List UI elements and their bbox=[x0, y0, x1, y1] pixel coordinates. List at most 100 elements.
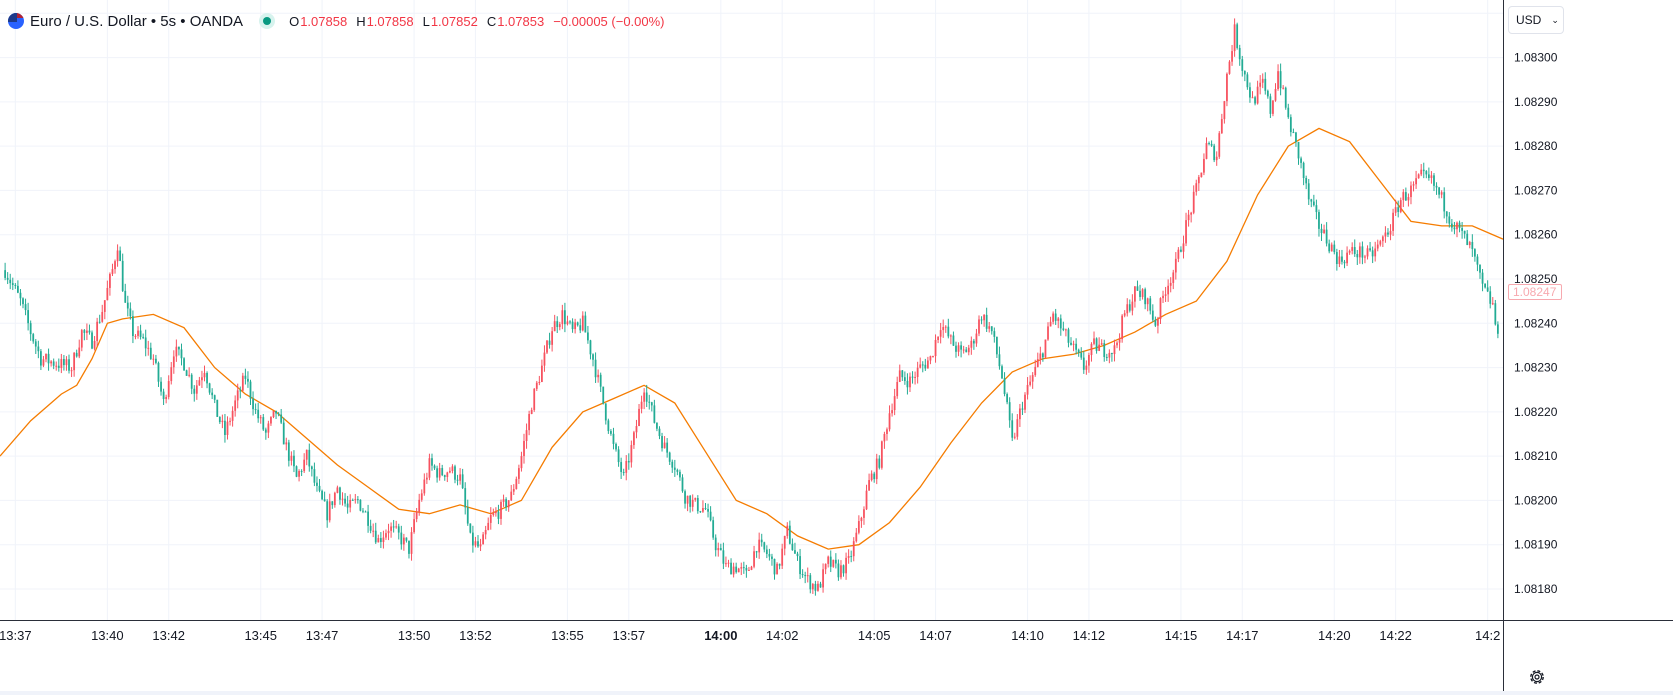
symbol-legend: Euro / U.S. Dollar • 5s • OANDA O 1.07858… bbox=[8, 10, 665, 32]
candle-body bbox=[1085, 365, 1088, 370]
candle-body bbox=[139, 330, 142, 337]
eur-usd-flag-icon[interactable] bbox=[8, 13, 24, 29]
candle-body bbox=[880, 441, 883, 468]
candle-body bbox=[883, 434, 886, 442]
symbol-title[interactable]: Euro / U.S. Dollar • 5s • OANDA bbox=[30, 12, 244, 30]
candle-body bbox=[523, 440, 525, 457]
y-tick-label: 1.08180 bbox=[1514, 582, 1558, 596]
candle-body bbox=[201, 377, 203, 381]
candle-body bbox=[109, 273, 111, 288]
candle-body bbox=[1407, 197, 1410, 201]
candle-body bbox=[323, 499, 326, 502]
candle-body bbox=[300, 470, 303, 472]
candle-body bbox=[249, 381, 252, 399]
candle-body bbox=[512, 489, 515, 492]
candle-body bbox=[1090, 343, 1093, 356]
candle-body bbox=[121, 260, 124, 291]
candle-body bbox=[576, 322, 579, 326]
candle-body bbox=[1427, 174, 1430, 179]
candle-body bbox=[193, 388, 196, 394]
candle-body bbox=[1113, 345, 1116, 355]
candle-body bbox=[1315, 205, 1318, 213]
candle-body bbox=[1433, 175, 1435, 186]
moving-average-line bbox=[0, 127, 1504, 550]
candle-body bbox=[1162, 295, 1164, 299]
candle-body bbox=[142, 336, 145, 338]
candle-body bbox=[556, 321, 559, 328]
candle-body bbox=[1289, 117, 1292, 133]
candle-body bbox=[1295, 132, 1297, 142]
candle-body bbox=[6, 277, 9, 280]
candle-body bbox=[494, 511, 497, 514]
candle-body bbox=[694, 498, 697, 500]
candle-body bbox=[1358, 246, 1361, 258]
candle-body bbox=[972, 340, 975, 344]
y-tick-label: 1.08270 bbox=[1514, 183, 1558, 197]
candle-body bbox=[886, 429, 888, 435]
candle-body bbox=[661, 436, 663, 449]
candle-body bbox=[1116, 342, 1118, 346]
candle-body bbox=[372, 530, 375, 532]
candle-body bbox=[1387, 232, 1389, 235]
candle-body bbox=[804, 575, 807, 577]
gear-icon[interactable] bbox=[1528, 668, 1546, 686]
candle-body bbox=[126, 302, 129, 309]
candle-body bbox=[566, 321, 569, 325]
candle-body bbox=[817, 583, 819, 591]
candle-body bbox=[753, 551, 755, 567]
candle-body bbox=[525, 430, 528, 441]
candle-body bbox=[622, 471, 625, 473]
candle-body bbox=[1312, 201, 1315, 206]
candle-body bbox=[955, 345, 957, 352]
candle-body bbox=[1254, 97, 1256, 104]
candle-body bbox=[1082, 357, 1085, 370]
candle-body bbox=[806, 575, 809, 577]
candle-body bbox=[1307, 183, 1310, 200]
candle-body bbox=[921, 364, 924, 366]
candle-body bbox=[1159, 298, 1162, 320]
candle-body bbox=[1118, 339, 1121, 343]
candle-body bbox=[392, 526, 395, 528]
candle-body bbox=[436, 468, 438, 478]
candle-body bbox=[1379, 241, 1382, 245]
candle-body bbox=[857, 521, 860, 533]
candle-body bbox=[1272, 100, 1274, 114]
currency-button[interactable]: USD ⌄ bbox=[1508, 6, 1564, 34]
candle-body bbox=[507, 500, 510, 508]
x-tick-label: 14:17 bbox=[1226, 628, 1259, 643]
candle-body bbox=[489, 514, 492, 523]
candle-body bbox=[387, 530, 390, 534]
candle-body bbox=[571, 321, 574, 330]
candle-body bbox=[1456, 222, 1458, 230]
candle-body bbox=[666, 442, 669, 453]
candle-body bbox=[1412, 184, 1415, 186]
candle-body bbox=[280, 414, 283, 423]
candle-body bbox=[914, 376, 916, 378]
candle-body bbox=[597, 374, 600, 378]
candle-body bbox=[1249, 87, 1251, 98]
candle-body bbox=[259, 417, 262, 419]
candle-body bbox=[236, 390, 239, 401]
candle-body bbox=[377, 538, 380, 543]
candle-body bbox=[742, 567, 745, 569]
candle-body bbox=[287, 442, 290, 461]
candle-body bbox=[346, 503, 349, 508]
candle-body bbox=[1218, 133, 1221, 157]
candle-body bbox=[1443, 192, 1446, 212]
candle-body bbox=[331, 501, 334, 506]
candle-body bbox=[656, 422, 658, 429]
candle-body bbox=[1494, 303, 1497, 325]
candle-body bbox=[929, 356, 932, 361]
candle-body bbox=[1279, 71, 1282, 89]
candle-body bbox=[1338, 256, 1341, 265]
candle-body bbox=[548, 340, 551, 345]
candle-body bbox=[1415, 178, 1417, 185]
candle-body bbox=[101, 311, 104, 322]
candle-body bbox=[569, 321, 571, 323]
market-open-dot-icon[interactable] bbox=[259, 13, 276, 29]
candle-body bbox=[1335, 252, 1338, 265]
candle-body bbox=[1223, 101, 1226, 120]
candle-body bbox=[709, 511, 712, 521]
